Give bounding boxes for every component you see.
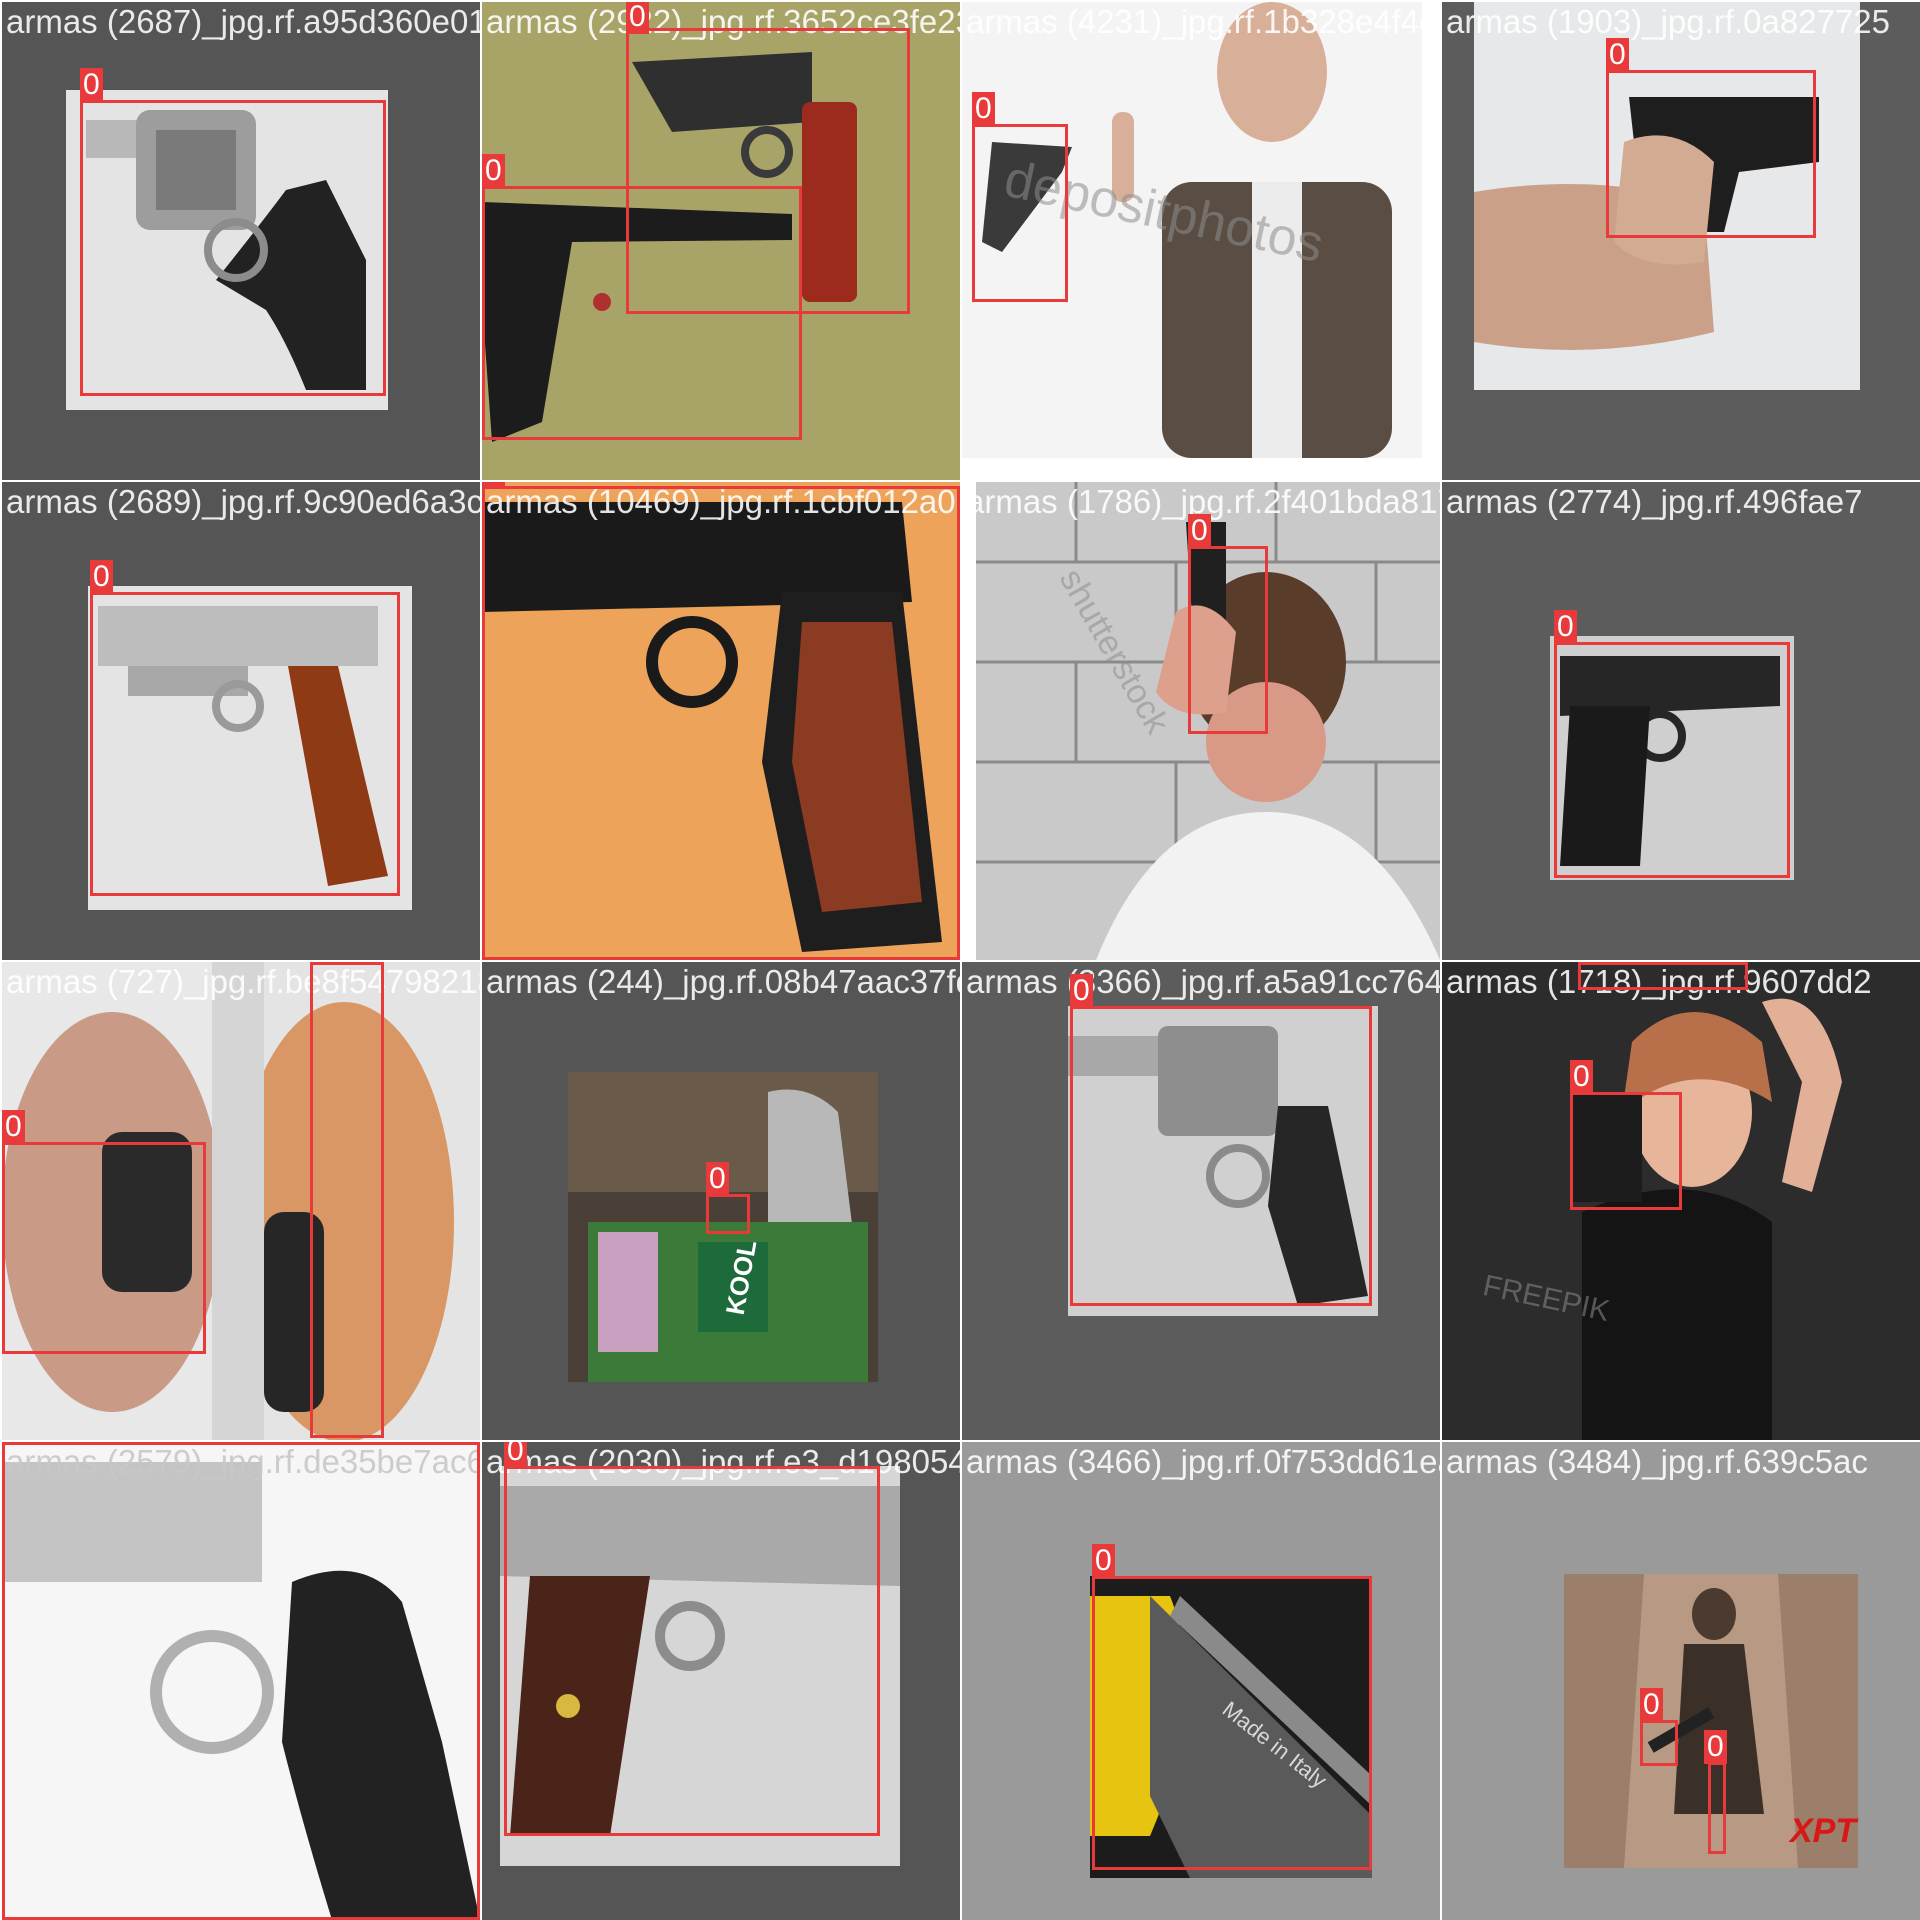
- tile-16: XPT armas (3484)_jpg.rf.639c5ac 0 0: [1442, 1442, 1920, 1920]
- class-label: 0: [626, 2, 649, 34]
- photo-soldier: [1564, 1574, 1858, 1868]
- tile-filename: armas (4231)_jpg.rf.1b328e4f4d4cbda921: [966, 3, 1440, 40]
- tile-13: armas (2579)_jpg.rf.de35be7ac6ec05ac0c 0: [2, 1442, 480, 1920]
- tile-4: armas (1903)_jpg.rf.0a827725 0: [1442, 2, 1920, 480]
- tile-8: armas (2774)_jpg.rf.496fae7 0: [1442, 482, 1920, 960]
- tile-filename: armas (1786)_jpg.rf.2f401bda8178a32774a3: [966, 483, 1440, 520]
- logo-xpt: XPT: [1790, 1812, 1857, 1850]
- class-label: 0: [2, 1442, 25, 1444]
- tile-6: armas (10469)_jpg.rf.1cbf012a0d5100956b …: [482, 482, 960, 960]
- class-label: 0: [482, 154, 505, 188]
- photo-slide: [1090, 1576, 1372, 1878]
- photo-pistol-woodgrip: [500, 1466, 900, 1866]
- photo-hand-pistol: [1474, 2, 1860, 390]
- photo-revolver-closeup: [2, 1442, 480, 1920]
- tile-filename: armas (3484)_jpg.rf.639c5ac: [1446, 1443, 1868, 1480]
- tile-filename: armas (2689)_jpg.rf.9c90ed6a3cb47083590: [6, 483, 480, 520]
- class-label: 0: [1570, 1060, 1593, 1094]
- tile-1: armas (2687)_jpg.rf.a95d360e01571f22a229…: [2, 2, 480, 480]
- tile-filename: armas (2687)_jpg.rf.a95d360e01571f22a229…: [6, 3, 480, 40]
- tile-14: armas (2030)_jpg.rf.e3_d1980548481366327…: [482, 1442, 960, 1920]
- photo-silver-pistol: [88, 586, 412, 910]
- class-label: 0: [1554, 610, 1577, 644]
- tile-5: armas (2689)_jpg.rf.9c90ed6a3cb47083590 …: [2, 482, 480, 960]
- photo-stainless-revolver: [1068, 1006, 1378, 1316]
- tile-10: KOOL armas (244)_jpg.rf.08b47aac37fdc258…: [482, 962, 960, 1440]
- tile-filename: armas (2030)_jpg.rf.e3_d1980548481366327…: [486, 1443, 960, 1480]
- tile-3: depositphotos armas (4231)_jpg.rf.1b328e…: [962, 2, 1440, 480]
- class-label: 0: [1070, 974, 1093, 1008]
- tile-filename: armas (2579)_jpg.rf.de35be7ac6ec05ac0c: [6, 1443, 480, 1480]
- tile-filename: armas (10469)_jpg.rf.1cbf012a0d5100956b: [486, 483, 960, 520]
- class-label: 0: [706, 1162, 729, 1196]
- class-label: 0: [80, 68, 103, 102]
- tile-filename: armas (3366)_jpg.rf.a5a91cc7649c81716: [966, 963, 1440, 1000]
- tile-15: Made in Italy armas (3466)_jpg.rf.0f753d…: [962, 1442, 1440, 1920]
- tile-filename: armas (244)_jpg.rf.08b47aac37fdc2580581: [486, 963, 960, 1000]
- photo-pistol-orange: [482, 482, 960, 960]
- tile-11: armas (3366)_jpg.rf.a5a91cc7649c81716 0: [962, 962, 1440, 1440]
- class-label: 0: [482, 482, 505, 486]
- tile-filename: armas (2922)_jpg.rf.3652ce3fe2324296f1ff: [486, 3, 960, 40]
- class-label: 0: [1704, 1730, 1727, 1764]
- class-label: 0: [90, 560, 113, 594]
- photo-store: [568, 1072, 878, 1382]
- photo-revolver: [66, 90, 388, 410]
- photo-black-pistol: [1550, 636, 1794, 880]
- tile-filename: armas (1718)_jpg.rf.9607dd2: [1446, 963, 1872, 1000]
- class-label: 0: [2, 1110, 25, 1144]
- tile-filename: armas (2774)_jpg.rf.496fae7: [1446, 483, 1863, 520]
- photo-hand-left: [2, 962, 212, 1440]
- photo-woman: [1442, 962, 1920, 1440]
- photo-man-pistol: [962, 2, 1422, 458]
- tile-filename: armas (3466)_jpg.rf.0f753dd61eab524836a7: [966, 1443, 1440, 1480]
- class-label: 0: [504, 1442, 527, 1468]
- photo-hand-right: [264, 962, 480, 1440]
- class-label: 0: [1606, 38, 1629, 72]
- class-label: 0: [1188, 514, 1211, 548]
- tile-filename: armas (1903)_jpg.rf.0a827725: [1446, 3, 1890, 40]
- photo-pistols: [482, 2, 960, 480]
- tile-7: shutterstock armas (1786)_jpg.rf.2f401bd…: [962, 482, 1440, 960]
- tile-12: FREEPIK armas (1718)_jpg.rf.9607dd2 0 0: [1442, 962, 1920, 1440]
- class-label: 0: [972, 92, 995, 126]
- tile-9: armas (727)_jpg.rf.be8f5479821806744aa8 …: [2, 962, 480, 1440]
- class-label: 0: [1640, 1688, 1663, 1722]
- class-label: 0: [1092, 1544, 1115, 1578]
- photo-man-head: [976, 482, 1440, 960]
- tile-filename: armas (727)_jpg.rf.be8f5479821806744aa8: [6, 963, 480, 1000]
- tile-2: armas (2922)_jpg.rf.3652ce3fe2324296f1ff…: [482, 2, 960, 480]
